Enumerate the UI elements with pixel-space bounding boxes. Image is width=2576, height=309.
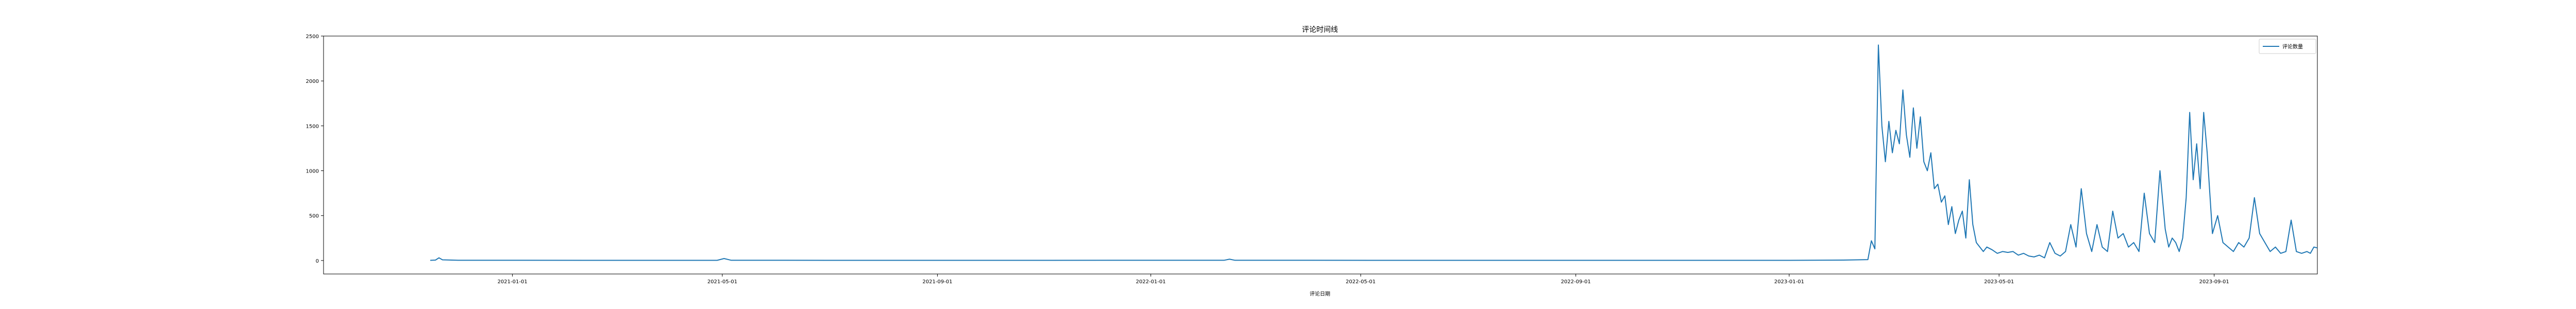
x-tick-label: 2023-01-01: [1774, 279, 1804, 285]
x-tick-label: 2023-09-01: [2199, 279, 2229, 285]
y-tick-label: 1000: [306, 169, 319, 175]
x-tick-label: 2023-05-01: [1984, 279, 2014, 285]
x-axis-label: 评论日期: [1310, 290, 1330, 297]
x-tick-label: 2022-09-01: [1561, 279, 1591, 285]
plot-frame: [323, 36, 2318, 274]
chart-title: 评论时间线: [1302, 26, 1338, 34]
legend-entry-label: 评论数量: [2282, 43, 2303, 50]
x-tick-label: 2022-05-01: [1346, 279, 1376, 285]
x-tick-label: 2021-05-01: [707, 279, 737, 285]
series-line: [430, 44, 2318, 261]
y-tick-label: 500: [309, 214, 319, 219]
x-tick-label: 2021-01-01: [498, 279, 528, 285]
x-axis-ticks: 2021-01-01 2021-05-01 2021-09-01 2022-01-01…: [498, 274, 2229, 285]
y-tick-label: 2500: [306, 34, 319, 40]
y-tick-label: 2000: [306, 79, 319, 84]
legend-frame: [2259, 39, 2316, 54]
plot-area: [323, 36, 2318, 274]
y-axis-ticks: 0 500 1000 1500 2000 2500: [306, 34, 324, 264]
x-tick-label: 2022-01-01: [1136, 279, 1166, 285]
legend: 评论数量: [2259, 39, 2316, 54]
y-tick-label: 0: [316, 259, 319, 264]
y-tick-label: 1500: [306, 124, 319, 129]
x-tick-label: 2021-09-01: [922, 279, 952, 285]
